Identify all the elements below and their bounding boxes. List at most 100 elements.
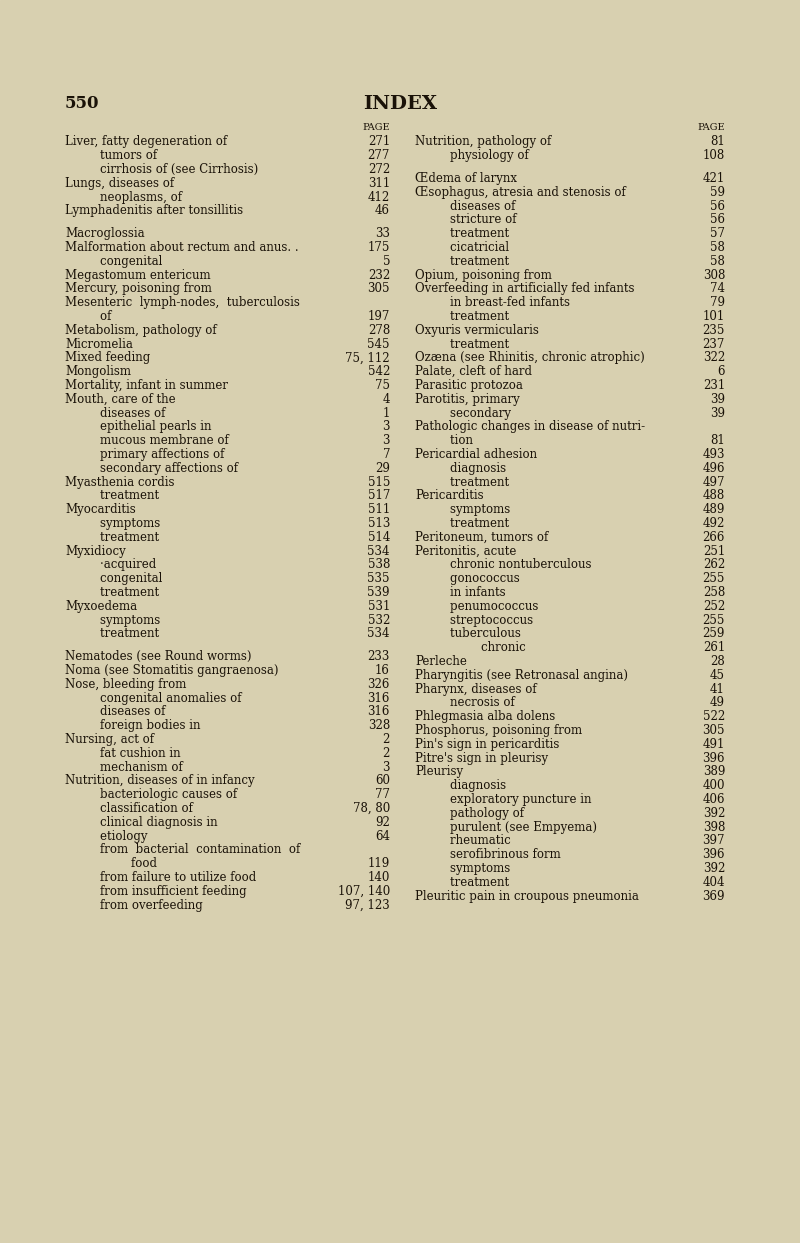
Text: 497: 497	[702, 476, 725, 488]
Text: 305: 305	[702, 723, 725, 737]
Text: 259: 259	[702, 628, 725, 640]
Text: in infants: in infants	[435, 585, 506, 599]
Text: 16: 16	[375, 664, 390, 677]
Text: 49: 49	[710, 696, 725, 710]
Text: Palate, cleft of hard: Palate, cleft of hard	[415, 365, 532, 378]
Text: 517: 517	[368, 490, 390, 502]
Text: 396: 396	[702, 848, 725, 861]
Text: stricture of: stricture of	[435, 214, 517, 226]
Text: Pleurisy: Pleurisy	[415, 766, 463, 778]
Text: 535: 535	[367, 572, 390, 585]
Text: 2: 2	[382, 733, 390, 746]
Text: chronic nontuberculous: chronic nontuberculous	[435, 558, 591, 572]
Text: 412: 412	[368, 190, 390, 204]
Text: 488: 488	[702, 490, 725, 502]
Text: 59: 59	[710, 185, 725, 199]
Text: 389: 389	[702, 766, 725, 778]
Text: 538: 538	[368, 558, 390, 572]
Text: fat cushion in: fat cushion in	[85, 747, 181, 759]
Text: 78, 80: 78, 80	[353, 802, 390, 815]
Text: treatment: treatment	[435, 338, 509, 351]
Text: 74: 74	[710, 282, 725, 296]
Text: epithelial pearls in: epithelial pearls in	[85, 420, 211, 434]
Text: treatment: treatment	[85, 531, 159, 543]
Text: diseases of: diseases of	[85, 406, 166, 420]
Text: 3: 3	[382, 434, 390, 447]
Text: cirrhosis of (see Cirrhosis): cirrhosis of (see Cirrhosis)	[85, 163, 258, 177]
Text: 489: 489	[702, 503, 725, 516]
Text: 397: 397	[702, 834, 725, 848]
Text: 406: 406	[702, 793, 725, 805]
Text: Pin's sign in pericarditis: Pin's sign in pericarditis	[415, 738, 559, 751]
Text: tuberculous: tuberculous	[435, 628, 521, 640]
Text: physiology of: physiology of	[435, 149, 529, 163]
Text: PAGE: PAGE	[362, 123, 390, 132]
Text: Pericardial adhesion: Pericardial adhesion	[415, 447, 537, 461]
Text: from  bacterial  contamination  of: from bacterial contamination of	[85, 843, 300, 856]
Text: 513: 513	[368, 517, 390, 530]
Text: 56: 56	[710, 214, 725, 226]
Text: 491: 491	[702, 738, 725, 751]
Text: Nutrition, diseases of in infancy: Nutrition, diseases of in infancy	[65, 774, 254, 787]
Text: Overfeeding in artificially fed infants: Overfeeding in artificially fed infants	[415, 282, 634, 296]
Text: symptoms: symptoms	[85, 614, 160, 626]
Text: 400: 400	[702, 779, 725, 792]
Text: Oxyuris vermicularis: Oxyuris vermicularis	[415, 323, 539, 337]
Text: treatment: treatment	[435, 255, 509, 267]
Text: 45: 45	[710, 669, 725, 682]
Text: 328: 328	[368, 720, 390, 732]
Text: ·acquired: ·acquired	[85, 558, 156, 572]
Text: secondary: secondary	[435, 406, 511, 420]
Text: 119: 119	[368, 858, 390, 870]
Text: 272: 272	[368, 163, 390, 177]
Text: 398: 398	[702, 820, 725, 834]
Text: 7: 7	[382, 447, 390, 461]
Text: mucous membrane of: mucous membrane of	[85, 434, 229, 447]
Text: symptoms: symptoms	[435, 503, 510, 516]
Text: Nursing, act of: Nursing, act of	[65, 733, 154, 746]
Text: from failure to utilize food: from failure to utilize food	[85, 871, 256, 884]
Text: 6: 6	[718, 365, 725, 378]
Text: 75: 75	[375, 379, 390, 392]
Text: treatment: treatment	[85, 585, 159, 599]
Text: 532: 532	[368, 614, 390, 626]
Text: 493: 493	[702, 447, 725, 461]
Text: streptococcus: streptococcus	[435, 614, 533, 626]
Text: tumors of: tumors of	[85, 149, 157, 163]
Text: 140: 140	[368, 871, 390, 884]
Text: Œdema of larynx: Œdema of larynx	[415, 172, 517, 185]
Text: 41: 41	[710, 682, 725, 696]
Text: neoplasms, of: neoplasms, of	[85, 190, 182, 204]
Text: treatment: treatment	[435, 310, 509, 323]
Text: of: of	[85, 310, 111, 323]
Text: secondary affections of: secondary affections of	[85, 462, 238, 475]
Text: 46: 46	[375, 204, 390, 218]
Text: 545: 545	[367, 338, 390, 351]
Text: symptoms: symptoms	[85, 517, 160, 530]
Text: PAGE: PAGE	[698, 123, 725, 132]
Text: 255: 255	[702, 572, 725, 585]
Text: 33: 33	[375, 227, 390, 240]
Text: 311: 311	[368, 177, 390, 190]
Text: INDEX: INDEX	[363, 94, 437, 113]
Text: 58: 58	[710, 241, 725, 254]
Text: 258: 258	[702, 585, 725, 599]
Text: Micromelia: Micromelia	[65, 338, 133, 351]
Text: 92: 92	[375, 815, 390, 829]
Text: Mouth, care of the: Mouth, care of the	[65, 393, 176, 405]
Text: 515: 515	[368, 476, 390, 488]
Text: 175: 175	[368, 241, 390, 254]
Text: Œsophagus, atresia and stenosis of: Œsophagus, atresia and stenosis of	[415, 185, 626, 199]
Text: Peritonitis, acute: Peritonitis, acute	[415, 544, 516, 558]
Text: rheumatic: rheumatic	[435, 834, 510, 848]
Text: 539: 539	[367, 585, 390, 599]
Text: diagnosis: diagnosis	[435, 779, 506, 792]
Text: Pitre's sign in pleurisy: Pitre's sign in pleurisy	[415, 752, 548, 764]
Text: Mixed feeding: Mixed feeding	[65, 352, 150, 364]
Text: Macroglossia: Macroglossia	[65, 227, 145, 240]
Text: 64: 64	[375, 829, 390, 843]
Text: 39: 39	[710, 393, 725, 405]
Text: Lymphadenitis after tonsillitis: Lymphadenitis after tonsillitis	[65, 204, 243, 218]
Text: 107, 140: 107, 140	[338, 885, 390, 897]
Text: primary affections of: primary affections of	[85, 447, 224, 461]
